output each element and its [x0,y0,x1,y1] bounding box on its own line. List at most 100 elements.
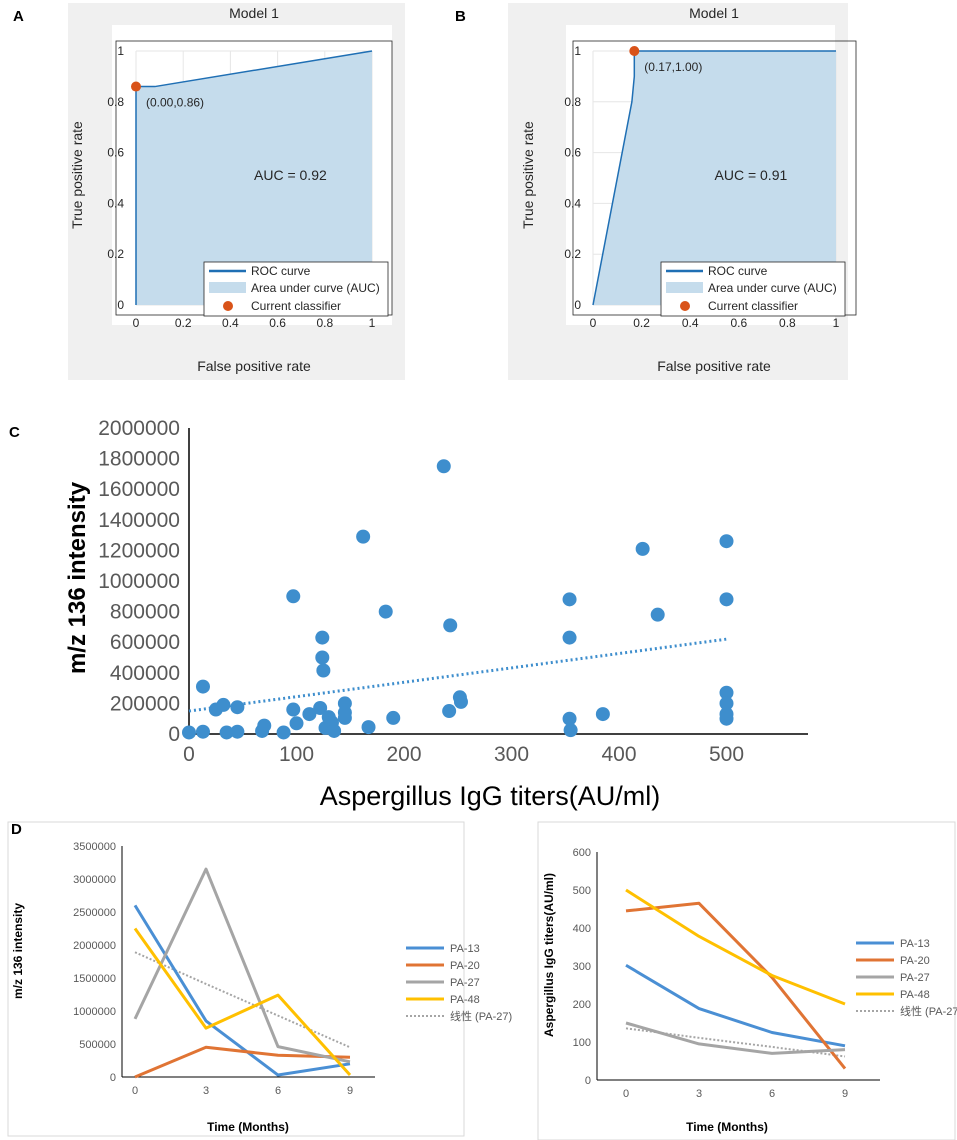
line-d1-ytick-label: 1500000 [73,973,116,985]
roc-a-xtick-label: 0.6 [269,316,286,330]
line-d1-legend-label: PA-13 [450,943,480,955]
scatter-point [356,529,371,544]
roc-a-ytick-label: 0 [117,298,124,312]
line-d1-series-pa-20 [134,1045,351,1079]
line-d1-frame [7,821,465,1137]
scatter-point [195,679,210,694]
line-d1-legend-label: PA-27 [450,977,480,989]
roc-a-xtick-label: 0.2 [175,316,192,330]
line-d2-frame [537,821,956,1140]
roc-a-xtick-label: 0.4 [222,316,239,330]
scatter-point [386,710,401,725]
scatter-xtick-label: 200 [386,743,421,766]
roc-chart-b: (0.17,1.00) AUC = 0.91 Model 1 False pos… [508,3,857,380]
scatter-point [230,724,245,739]
line-d1-trendline [134,951,351,1049]
scatter-xlabel: Aspergillus IgG titers(AU/ml) [320,781,661,811]
scatter-point [315,630,330,645]
roc-b-xtick-label: 0.8 [779,316,796,330]
line-d1-legend: PA-13 PA-20 PA-27 PA-48 线性 (PA-27) [406,943,512,1023]
line-d1-legend-label: PA-48 [450,994,480,1006]
scatter-point [595,707,610,722]
scatter-point [719,696,734,711]
line-d2-ytick-label: 200 [573,999,591,1011]
panel-letter-d: D [11,821,22,838]
line-d2-xtick-label: 0 [623,1088,629,1100]
roc-a-legend: ROC curve Area under curve (AUC) Current… [203,261,389,317]
scatter-ytick-label: 1400000 [98,509,180,532]
scatter-point [286,702,301,717]
scatter-point [635,541,650,556]
scatter-ytick-label: 0 [168,723,180,746]
roc-a-ylabel: True positive rate [69,121,85,229]
line-d2-legend: PA-13 PA-20 PA-27 PA-48 线性 (PA-27) [856,938,957,1018]
line-d1-xtick-label: 6 [275,1085,281,1097]
scatter-point [562,592,577,607]
roc-a-legend-auc: Area under curve (AUC) [251,281,380,295]
scatter-point [361,720,376,735]
roc-b-classifier-point [629,46,640,56]
line-d2-series-pa-13 [625,963,846,1048]
roc-b-xtick-label: 0 [590,316,597,330]
scatter-point [719,592,734,607]
line-d2-legend-label: PA-13 [900,938,930,950]
line-d2-xtick-label: 9 [842,1088,848,1100]
scatter-point [719,685,734,700]
line-d1-xtick-label: 0 [132,1085,138,1097]
scatter-point [289,716,304,731]
line-d1-series-pa-48 [133,927,352,1077]
scatter-ytick-label: 2000000 [98,417,180,440]
scatter-point [327,723,342,738]
scatter-ytick-label: 800000 [110,601,180,624]
line-d1-ytick-label: 2000000 [73,940,116,952]
scatter-point [219,725,234,740]
line-d1-ytick-label: 2500000 [73,907,116,919]
line-d1-ytick-label: 1000000 [73,1006,116,1018]
roc-b-auc-area [593,51,836,305]
scatter-point [378,604,393,619]
scatter-xtick-label: 400 [601,743,636,766]
line-d1-ytick-label: 3500000 [73,841,116,853]
roc-b-point-label: (0.17,1.00) [644,60,702,74]
scatter-point [313,700,328,715]
scatter-point [286,589,301,604]
scatter-xtick-label: 0 [183,743,195,766]
scatter-point [562,630,577,645]
line-d1-ylabel: m/z 136 intensity [11,903,25,999]
scatter-point [442,704,457,719]
line-d1-ytick-label: 3000000 [73,874,116,886]
line-d2-ytick-label: 600 [573,847,591,859]
line-d2-legend-label: PA-20 [900,955,930,967]
roc-b-legend-area [666,282,703,293]
scatter-point [195,724,210,739]
scatter-point [316,663,331,678]
line-d2-ytick-label: 400 [573,923,591,935]
scatter-point [719,534,734,549]
line-d2-xlabel: Time (Months) [686,1120,768,1134]
roc-b-curve [592,50,836,306]
line-d1-xlabel: Time (Months) [207,1120,289,1134]
line-d2-legend-label: PA-27 [900,972,930,984]
line-d1-ytick-label: 500000 [79,1039,116,1051]
line-d2-xtick-label: 6 [769,1088,775,1100]
line-d2-ytick-label: 100 [573,1037,591,1049]
scatter-ytick-label: 200000 [110,692,180,715]
scatter-xtick-label: 100 [279,743,314,766]
line-d2-series-pa-48 [625,888,846,1006]
scatter-point [257,718,272,733]
roc-b-ylabel: True positive rate [520,121,536,229]
line-d2-xtick-label: 3 [696,1088,702,1100]
roc-a-xlabel: False positive rate [197,358,311,374]
line-d1-xtick-label: 3 [203,1085,209,1097]
line-d1-xtick-label: 9 [347,1085,353,1097]
roc-chart-a: (0.00,0.86) AUC = 0.92 Model 1 False pos… [68,3,405,380]
scatter-ytick-label: 1800000 [98,448,180,471]
scatter-point [315,650,330,665]
scatter-point [302,707,317,722]
scatter-point [436,459,451,474]
roc-a-ytick-label: 1 [117,44,124,58]
line-d1-legend-label: PA-20 [450,960,480,972]
line-d1-ytick-label: 0 [110,1072,116,1084]
scatter-point [230,700,245,715]
line-chart-d2: 0 100 200 300 400 500 600 0 3 6 9 Time (Months) As… [537,821,957,1140]
